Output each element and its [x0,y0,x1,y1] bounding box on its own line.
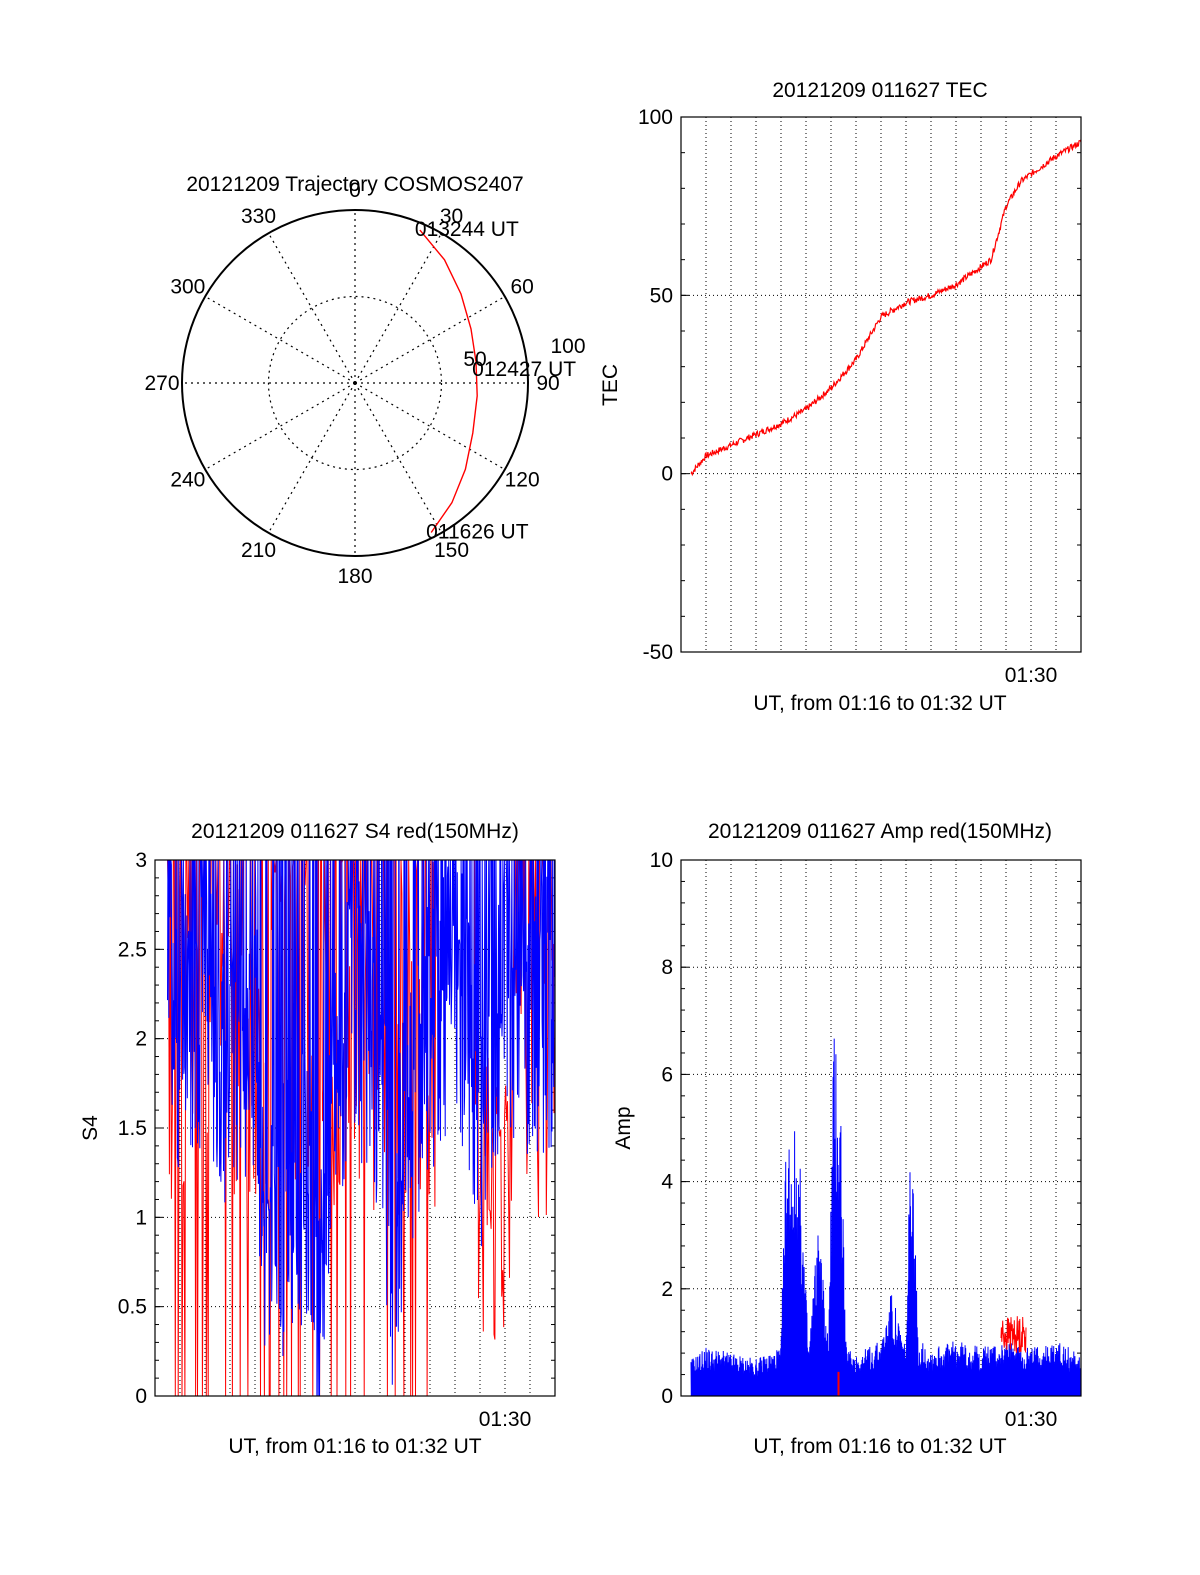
s4-ytick-label: 2.5 [118,938,147,961]
s4-series [167,859,556,1397]
s4-ytick-label: 0 [135,1385,147,1408]
polar-angle-label: 60 [510,276,533,299]
trajectory-time-label: 011626 UT [426,521,529,544]
tec-y-axis-label: TEC [599,364,622,406]
tec-chart-panel: 20121209 011627 TEC UT, from 01:16 to 01… [599,79,1082,715]
polar-chart-title: 20121209 Trajectory COSMOS2407 [186,173,523,196]
s4-tick-labels: 0 0.5 1 1.5 2 2.5 3 01:30 [118,849,555,1431]
polar-angle-label: 330 [241,205,276,228]
amp-red-series-line [1000,1316,1027,1353]
amp-gridlines [681,860,1081,1396]
amp-chart-panel: 20121209 011627 Amp red(150MHz) UT, from… [612,820,1082,1458]
polar-angle-label: 270 [144,372,179,395]
amp-plot-frame [680,859,1082,1397]
polar-spoke [267,232,356,384]
tec-chart-title: 20121209 011627 TEC [772,79,987,102]
trajectory-line [419,229,478,533]
polar-spoke [354,382,443,534]
polar-angle-label: 0 [349,179,361,202]
polar-spoke [354,295,506,384]
s4-ytick-label: 1.5 [118,1117,147,1140]
tec-ytick-label: -50 [643,641,673,664]
polar-spoke [204,382,356,471]
s4-x-axis-label: UT, from 01:16 to 01:32 UT [228,1435,481,1458]
amp-series [690,1038,1082,1397]
amp-x-axis-label: UT, from 01:16 to 01:32 UT [753,1435,1006,1458]
polar-spoke [204,295,356,384]
polar-angle-label: 90 [536,372,559,395]
amp-xtick-label: 01:30 [1005,1408,1058,1431]
amp-ytick-label: 2 [661,1278,673,1301]
s4-plot-frame [154,859,556,1397]
tec-ytick-label: 0 [661,463,673,486]
polar-grid [181,209,529,557]
tec-tick-labels: -50 0 50 100 01:30 [638,106,1081,687]
tec-plot-frame [680,116,1082,653]
polar-inner-circle [267,295,443,471]
polar-radial-label: 50 [463,348,486,371]
amp-ytick-label: 8 [661,956,673,979]
amp-ytick-label: 4 [661,1171,673,1194]
polar-angle-label: 120 [505,469,540,492]
tec-gridlines [681,117,1081,652]
polar-angle-label: 180 [337,565,372,588]
s4-ytick-label: 2 [135,1028,147,1051]
polar-angle-label: 30 [440,205,463,228]
tec-series [690,139,1082,477]
polar-series [419,229,478,533]
amp-blue-series-line [690,1038,1082,1397]
tec-x-axis-label: UT, from 01:16 to 01:32 UT [753,692,1006,715]
polar-outer-circle [181,209,529,557]
s4-ytick-label: 3 [135,849,147,872]
polar-spoke [267,382,356,534]
polar-annotations: 013244 UT 012427 UT 011626 UT [415,218,576,543]
polar-angle-label: 240 [170,469,205,492]
s4-xtick-label: 01:30 [479,1408,532,1431]
amp-ytick-label: 10 [650,849,673,872]
amp-ytick-label: 6 [661,1063,673,1086]
polar-radial-label: 100 [550,335,585,358]
polar-spoke [354,232,443,384]
s4-ytick-label: 0.5 [118,1296,147,1319]
trajectory-time-label: 013244 UT [415,218,519,241]
polar-trajectory-panel: 20121209 Trajectory COSMOS2407 0 30 60 90 12… [144,173,585,588]
amp-y-axis-label: Amp [612,1106,635,1149]
s4-ytick-label: 1 [135,1206,147,1229]
polar-angle-labels: 0 30 60 90 120 150 180 210 240 270 300 330 50 100 [144,179,585,588]
tec-ytick-label: 100 [638,106,673,129]
amp-ytick-label: 0 [661,1385,673,1408]
polar-angle-label: 150 [434,539,469,562]
tec-series-line [690,139,1082,477]
polar-spoke [354,382,506,471]
trajectory-time-label: 012427 UT [472,358,576,381]
amp-chart-title: 20121209 011627 Amp red(150MHz) [708,820,1052,843]
s4-chart-panel: 20121209 011627 S4 red(150MHz) UT, from … [79,820,556,1458]
tec-xtick-label: 01:30 [1005,664,1058,687]
s4-chart-title: 20121209 011627 S4 red(150MHz) [191,820,519,843]
tec-ytick-label: 50 [650,284,673,307]
polar-angle-label: 210 [241,539,276,562]
s4-y-axis-label: S4 [79,1115,102,1141]
polar-angle-label: 300 [170,276,205,299]
